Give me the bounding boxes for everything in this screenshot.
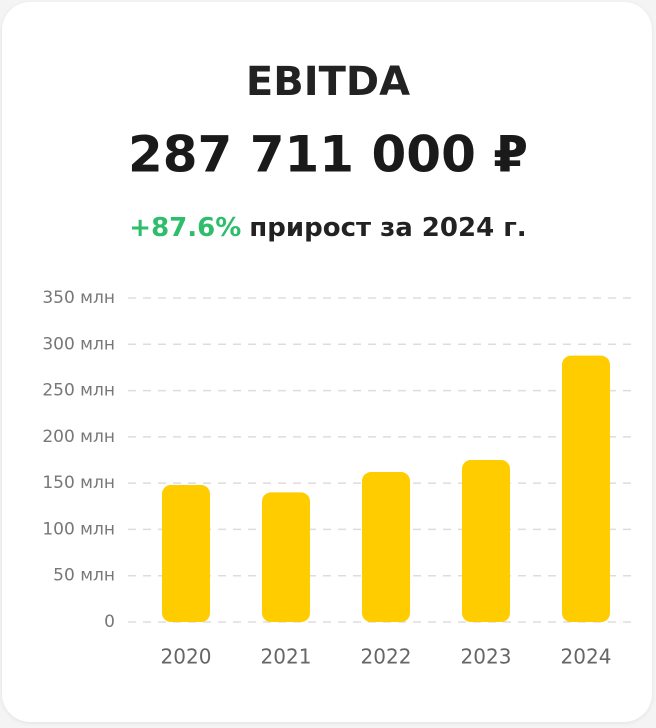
bar: [562, 355, 610, 622]
bar: [262, 492, 310, 622]
bar: [462, 460, 510, 622]
card: [2, 2, 652, 722]
bar: [162, 484, 210, 622]
growth-line: +87.6% прирост за 2024 г.: [129, 213, 526, 243]
headline-value: 287 711 000 ₽: [128, 126, 528, 184]
y-tick-label: 350 млн: [42, 288, 115, 308]
y-tick-label: 50 млн: [53, 566, 115, 586]
x-tick-label: 2023: [461, 645, 512, 669]
y-tick-label: 0: [104, 612, 115, 632]
bar: [362, 472, 410, 622]
growth: +87.6%: [129, 213, 241, 243]
x-tick-label: 2024: [561, 645, 612, 669]
x-tick-label: 2021: [261, 645, 312, 669]
y-tick-label: 150 млн: [42, 473, 115, 493]
y-tick-label: 100 млн: [42, 519, 115, 539]
x-tick-label: 2020: [161, 645, 212, 669]
y-tick-label: 250 млн: [42, 381, 115, 401]
growth-text: прирост за 2024 г.: [249, 213, 526, 243]
y-tick-label: 300 млн: [42, 334, 115, 354]
y-tick-label: 200 млн: [42, 427, 115, 447]
x-tick-label: 2022: [361, 645, 412, 669]
chart-title: EBITDA: [246, 59, 410, 105]
